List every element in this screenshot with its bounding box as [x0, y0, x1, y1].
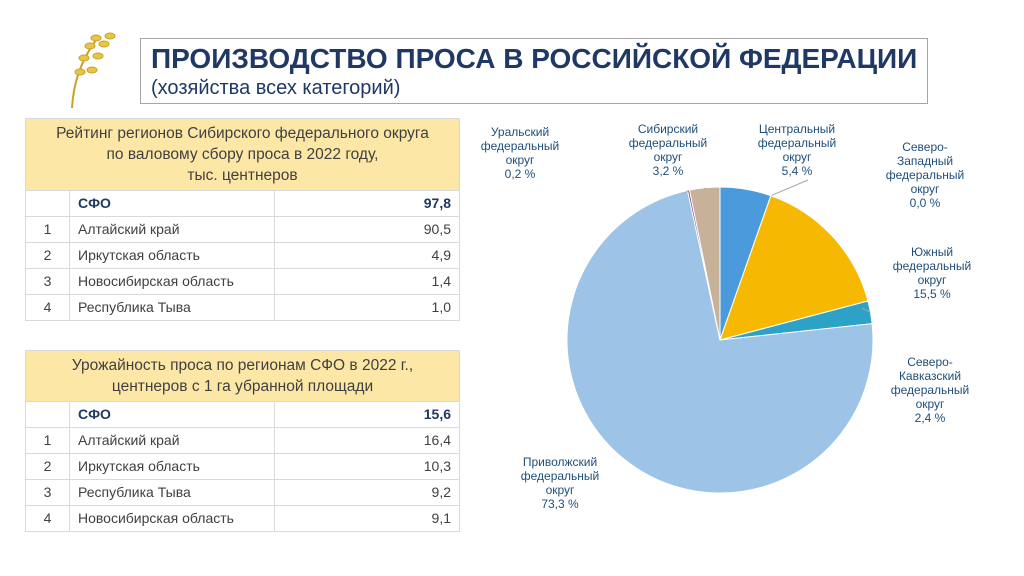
table-row: 3 Республика Тыва 9,2	[26, 479, 459, 505]
cell: Республика Тыва	[70, 480, 275, 505]
table: Рейтинг регионов Сибирского федерального…	[25, 118, 460, 321]
cell: Новосибирская область	[70, 269, 275, 294]
cell: Алтайский край	[70, 217, 275, 242]
cell: 97,8	[423, 195, 451, 211]
cell: СФО	[70, 402, 275, 427]
cell: Новосибирская область	[70, 506, 275, 531]
leader-line	[861, 307, 871, 313]
cell: 9,2	[431, 484, 451, 500]
slice-value: 73,3 %	[541, 497, 579, 511]
cell: Алтайский край	[70, 428, 275, 453]
title-box: ПРОИЗВОДСТВО ПРОСА В РОССИЙСКОЙ ФЕДЕРАЦИ…	[140, 38, 928, 104]
cell: 3	[26, 269, 70, 294]
slice-label: Северо- Кавказский федеральный округ 2,4 …	[865, 355, 995, 425]
cell	[26, 191, 70, 216]
title: ПРОИЗВОДСТВО ПРОСА В РОССИЙСКОЙ ФЕДЕРАЦИ…	[151, 43, 918, 74]
cell: 90,5	[423, 221, 451, 237]
slice-name: Приволжский федеральный округ	[520, 455, 600, 497]
slice-name: Центральный федеральный округ	[757, 122, 837, 164]
cell: 10,3	[423, 458, 451, 474]
slice-name: Уральский федеральный округ	[480, 125, 560, 167]
slice-label: Центральный федеральный округ 5,4 %	[732, 122, 862, 178]
cell: 4	[26, 506, 70, 531]
table-row: 3 Новосибирская область 1,4	[26, 268, 459, 294]
table-row: 2 Иркутская область 4,9	[26, 242, 459, 268]
cell	[26, 402, 70, 427]
cell: 3	[26, 480, 70, 505]
slice-name: Северо- Западный федеральный округ	[885, 140, 965, 196]
slice-label: Приволжский федеральный округ 73,3 %	[495, 455, 625, 511]
table-row: СФО 15,6	[26, 401, 459, 427]
slice-value: 3,2 %	[652, 164, 684, 178]
cell: Иркутская область	[70, 243, 275, 268]
cell: 9,1	[431, 510, 451, 526]
slice-name: Сибирский федеральный округ	[628, 122, 708, 164]
pie-slice	[566, 189, 874, 494]
slice-value: 0,2 %	[504, 167, 536, 181]
cell: 4	[26, 295, 70, 320]
cell: 1,0	[431, 299, 451, 315]
slice-value: 15,5 %	[913, 287, 951, 301]
table-title: Рейтинг регионов Сибирского федерального…	[26, 119, 459, 190]
rice-icon	[71, 32, 116, 109]
slice-name: Северо- Кавказский федеральный округ	[890, 355, 970, 411]
table: Урожайность проса по регионам СФО в 2022…	[25, 350, 460, 532]
table-row: 1 Алтайский край 16,4	[26, 427, 459, 453]
cell: Республика Тыва	[70, 295, 275, 320]
leader-line	[770, 179, 809, 197]
slice-label: Южный федеральный округ 15,5 %	[867, 245, 997, 301]
table-row: 1 Алтайский край 90,5	[26, 216, 459, 242]
table-row: 4 Республика Тыва 1,0	[26, 294, 459, 320]
pie-slice	[719, 195, 869, 341]
table-row: 2 Иркутская область 10,3	[26, 453, 459, 479]
slice-value: 5,4 %	[781, 164, 813, 178]
cell: СФО	[70, 191, 275, 216]
pie-slice	[688, 186, 721, 341]
slice-label: Северо- Западный федеральный округ 0,0 %	[860, 140, 990, 210]
subtitle: (хозяйства всех категорий)	[151, 77, 401, 99]
slice-label: Сибирский федеральный округ 3,2 %	[603, 122, 733, 178]
slice-label: Уральский федеральный округ 0,2 %	[455, 125, 585, 181]
cell: 15,6	[423, 406, 451, 422]
cell: Иркутская область	[70, 454, 275, 479]
slice-value: 2,4 %	[914, 411, 946, 425]
cell: 2	[26, 454, 70, 479]
slice-value: 0,0 %	[909, 196, 941, 210]
leader-line	[684, 189, 689, 194]
slice-name: Южный федеральный округ	[892, 245, 972, 287]
cell: 1,4	[431, 273, 451, 289]
cell: 16,4	[423, 432, 451, 448]
cell: 4,9	[431, 247, 451, 263]
table-row: 4 Новосибирская область 9,1	[26, 505, 459, 531]
table-row: СФО 97,8	[26, 190, 459, 216]
cell: 2	[26, 243, 70, 268]
cell: 1	[26, 217, 70, 242]
table-title: Урожайность проса по регионам СФО в 2022…	[26, 351, 459, 401]
cell: 1	[26, 428, 70, 453]
